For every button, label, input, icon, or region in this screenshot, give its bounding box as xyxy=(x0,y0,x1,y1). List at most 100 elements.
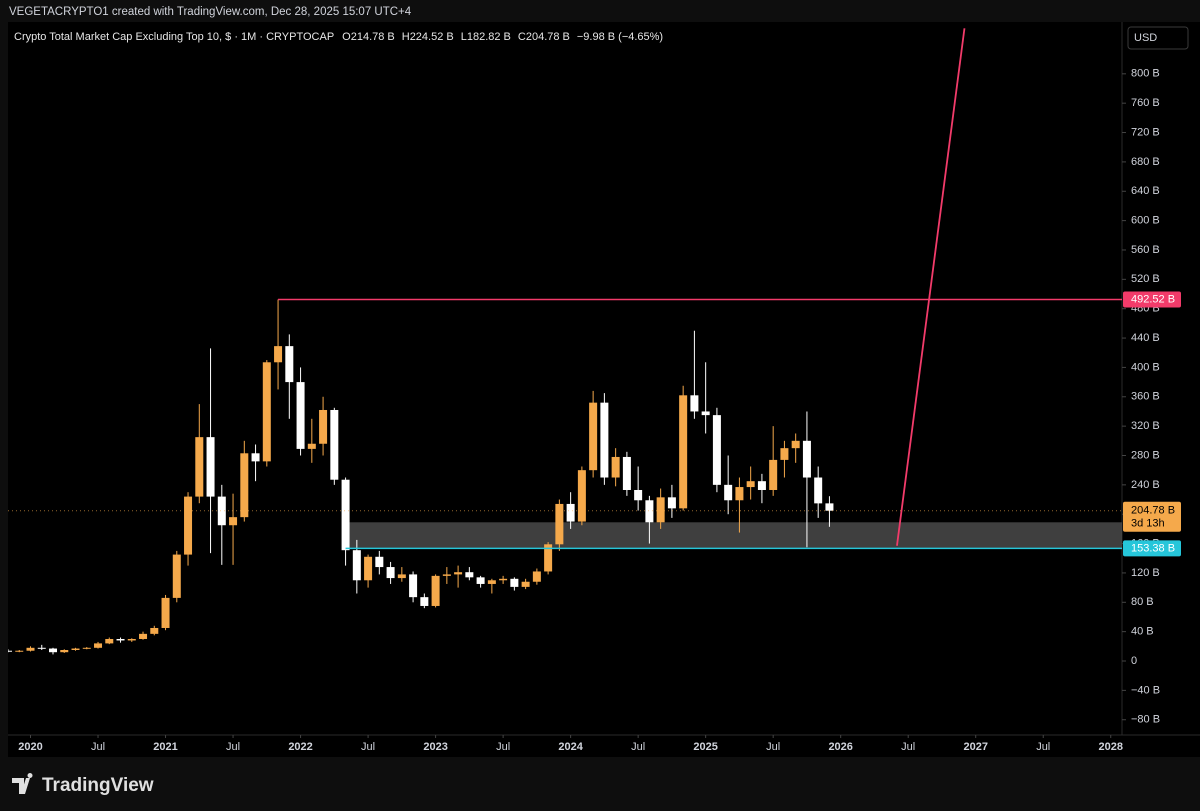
last-price-label: 204.78 B xyxy=(1131,505,1175,517)
candle-body xyxy=(487,580,496,584)
x-tick-label: 2024 xyxy=(558,741,583,753)
candle-body xyxy=(679,395,688,509)
candle-body xyxy=(195,437,204,497)
candle-body xyxy=(409,574,418,598)
currency-box xyxy=(1127,26,1189,50)
x-tick-label: 2022 xyxy=(288,741,312,753)
x-tick-label: Jul xyxy=(901,741,915,753)
candle-body xyxy=(116,638,125,641)
y-tick-label: 120 B xyxy=(1131,567,1160,579)
x-tick-label: Jul xyxy=(226,741,240,753)
y-tick-label: −40 B xyxy=(1131,684,1160,696)
y-tick-label: 640 B xyxy=(1131,185,1160,197)
candle-body xyxy=(465,572,474,578)
price-badge xyxy=(1123,291,1181,308)
candle-body xyxy=(712,415,721,485)
candle-body xyxy=(420,597,429,606)
x-tick-label: 2021 xyxy=(153,741,177,753)
last-price-badge xyxy=(1123,501,1181,532)
x-tick-label: Jul xyxy=(91,741,105,753)
candle-body xyxy=(37,647,46,649)
candle-body xyxy=(780,448,789,460)
candle-body xyxy=(8,650,12,652)
x-tick-label: 2028 xyxy=(1099,741,1123,753)
candle-body xyxy=(645,500,654,523)
candle-body xyxy=(566,503,575,522)
brand: TradingView xyxy=(42,775,154,796)
candle-body xyxy=(476,577,485,584)
legend-value: C204.78 B xyxy=(518,31,570,43)
y-tick-label: 680 B xyxy=(1131,156,1160,168)
legend-value: −9.98 B (−4.65%) xyxy=(577,31,663,43)
countdown: 3d 13h xyxy=(1131,518,1165,530)
candle-body xyxy=(341,479,350,551)
x-tick-label: Jul xyxy=(496,741,510,753)
candle-body xyxy=(386,567,395,579)
candle-body xyxy=(285,346,294,383)
y-tick-label: 800 B xyxy=(1131,68,1160,80)
candle-body xyxy=(296,382,305,449)
candle-body xyxy=(150,627,159,634)
x-tick-label: 2027 xyxy=(963,741,987,753)
candle-body xyxy=(94,643,103,648)
candle-body xyxy=(397,574,406,579)
plot xyxy=(8,28,1122,655)
price-badge-label: 153.38 B xyxy=(1131,542,1175,554)
candle-body xyxy=(26,647,35,651)
candle-body xyxy=(577,470,586,522)
candle-body xyxy=(82,647,91,649)
candle-body xyxy=(611,456,620,478)
y-tick-label: 40 B xyxy=(1131,626,1154,638)
candle-body xyxy=(251,453,260,462)
y-tick-label: 760 B xyxy=(1131,97,1160,109)
candle-body xyxy=(589,402,598,471)
candle-body xyxy=(825,503,834,511)
candle-body xyxy=(757,481,766,490)
candle-body xyxy=(622,456,631,490)
candle-body xyxy=(375,556,384,568)
candle-body xyxy=(184,496,193,555)
brand-logo xyxy=(12,773,33,794)
y-tick-label: 400 B xyxy=(1131,361,1160,373)
candle-body xyxy=(690,395,699,412)
currency[interactable]: USD xyxy=(1134,32,1157,44)
candle-body xyxy=(60,650,69,653)
y-tick-label: 240 B xyxy=(1131,479,1160,491)
y-tick-label: 720 B xyxy=(1131,126,1160,138)
candle-body xyxy=(229,517,238,526)
y-tick-label: 360 B xyxy=(1131,391,1160,403)
y-tick-label: 0 xyxy=(1131,655,1137,667)
y-tick-label: 560 B xyxy=(1131,244,1160,256)
candle-body xyxy=(15,650,24,652)
y-tick-label: 520 B xyxy=(1131,273,1160,285)
y-tick-label: 440 B xyxy=(1131,332,1160,344)
candle-body xyxy=(667,497,676,509)
time-axis xyxy=(8,735,1200,757)
legend-value: O214.78 B xyxy=(342,31,395,43)
candle-body xyxy=(49,648,58,653)
candle-body xyxy=(791,440,800,449)
plot-area xyxy=(8,22,1122,735)
candle-body xyxy=(454,572,463,575)
x-tick-label: 2026 xyxy=(828,741,852,753)
candle-body xyxy=(330,409,339,480)
candle-body xyxy=(499,578,508,581)
legend: Crypto Total Market Cap Excluding Top 10… xyxy=(14,31,663,43)
candle-body xyxy=(262,362,271,462)
y-tick-label: 320 B xyxy=(1131,420,1160,432)
x-tick-label: 2025 xyxy=(693,741,717,753)
candle-body xyxy=(364,556,373,581)
price-axis xyxy=(1122,22,1200,735)
watermark: VEGETACRYPTO1 created with TradingView.c… xyxy=(9,6,412,18)
candle-body xyxy=(442,574,451,576)
candle-body xyxy=(431,575,440,606)
candle-body xyxy=(600,402,609,478)
candle-body xyxy=(274,346,283,363)
candle-body xyxy=(139,633,148,639)
legend-title: Crypto Total Market Cap Excluding Top 10… xyxy=(14,31,334,43)
x-tick-label: Jul xyxy=(361,741,375,753)
price-badge xyxy=(1123,540,1181,557)
x-tick-label: Jul xyxy=(766,741,780,753)
